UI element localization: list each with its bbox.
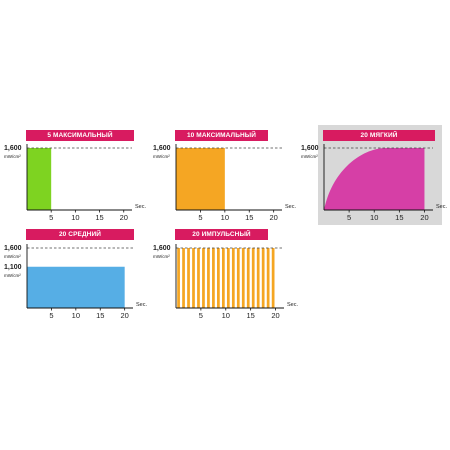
data-pulse-bar xyxy=(236,248,240,308)
x-tick-label: 15 xyxy=(395,213,403,222)
data-pulse-bar xyxy=(271,248,275,308)
ref-line-label: 1,600 xyxy=(4,245,22,252)
x-tick-label: 20 xyxy=(121,311,129,320)
x-tick-label: 5 xyxy=(199,311,203,320)
x-tick-label: 20 xyxy=(420,213,428,222)
chart-title: 10 МАКСИМАЛЬНЫЙ xyxy=(175,130,268,141)
ref-line-label: 1,600 xyxy=(4,145,22,152)
data-pulse-bar xyxy=(261,248,265,308)
x-tick-label: 15 xyxy=(245,213,253,222)
unit-label: mW/cm² xyxy=(153,154,170,159)
x-axis-label: Sec. xyxy=(136,302,147,308)
data-pulse-bar xyxy=(207,248,210,308)
x-tick-label: 20 xyxy=(270,213,278,222)
data-pulse-bar xyxy=(217,248,220,308)
x-axis-label: Sec. xyxy=(135,204,146,210)
data-pulse-bar xyxy=(231,248,235,308)
data-area xyxy=(176,148,225,210)
data-pulse-bar xyxy=(197,248,200,308)
ref-line-label: 1,600 xyxy=(301,145,319,152)
x-tick-label: 15 xyxy=(95,213,103,222)
x-tick-label: 5 xyxy=(49,213,53,222)
x-tick-label: 5 xyxy=(198,213,202,222)
x-tick-label: 15 xyxy=(96,311,104,320)
x-tick-label: 10 xyxy=(72,311,80,320)
data-area xyxy=(27,266,125,308)
data-pulse-bar xyxy=(212,248,215,308)
x-axis-label: Sec. xyxy=(285,204,296,210)
data-area xyxy=(27,148,52,210)
data-pulse-bar xyxy=(202,248,205,308)
unit-label: mW/cm² xyxy=(153,254,170,259)
x-tick-label: 20 xyxy=(271,311,279,320)
data-area xyxy=(324,148,425,210)
unit-label: mW/cm² xyxy=(4,273,21,278)
data-pulse-bar xyxy=(187,248,190,308)
chart-title: 20 ИМПУЛЬСНЫЙ xyxy=(175,229,268,240)
data-pulse-bar xyxy=(246,248,250,308)
chart-title: 20 СРЕДНИЙ xyxy=(26,229,134,240)
x-tick-label: 15 xyxy=(246,311,254,320)
x-tick-label: 10 xyxy=(222,311,230,320)
data-pulse-bar xyxy=(266,248,270,308)
x-axis-label: Sec. xyxy=(436,204,447,210)
unit-label: mW/cm² xyxy=(4,254,21,259)
ref-line-label: 1,600 xyxy=(153,145,171,152)
x-tick-label: 20 xyxy=(120,213,128,222)
chart-title: 5 МАКСИМАЛЬНЫЙ xyxy=(26,130,134,141)
data-pulse-bar xyxy=(221,248,225,308)
data-pulse-bar xyxy=(251,248,255,308)
level-label: 1,100 xyxy=(4,264,22,271)
data-pulse-bar xyxy=(241,248,245,308)
chart-title: 20 МЯГКИЙ xyxy=(323,130,435,141)
x-tick-label: 10 xyxy=(71,213,79,222)
ref-line-label: 1,600 xyxy=(153,245,171,252)
data-pulse-bar xyxy=(177,248,180,308)
unit-label: mW/cm² xyxy=(301,154,318,159)
data-pulse-bar xyxy=(226,248,230,308)
x-tick-label: 10 xyxy=(370,213,378,222)
x-tick-label: 5 xyxy=(49,311,53,320)
data-pulse-bar xyxy=(192,248,195,308)
unit-label: mW/cm² xyxy=(4,154,21,159)
data-pulse-bar xyxy=(256,248,260,308)
x-tick-label: 10 xyxy=(221,213,229,222)
x-tick-label: 5 xyxy=(347,213,351,222)
data-pulse-bar xyxy=(182,248,185,308)
x-axis-label: Sec. xyxy=(287,302,298,308)
